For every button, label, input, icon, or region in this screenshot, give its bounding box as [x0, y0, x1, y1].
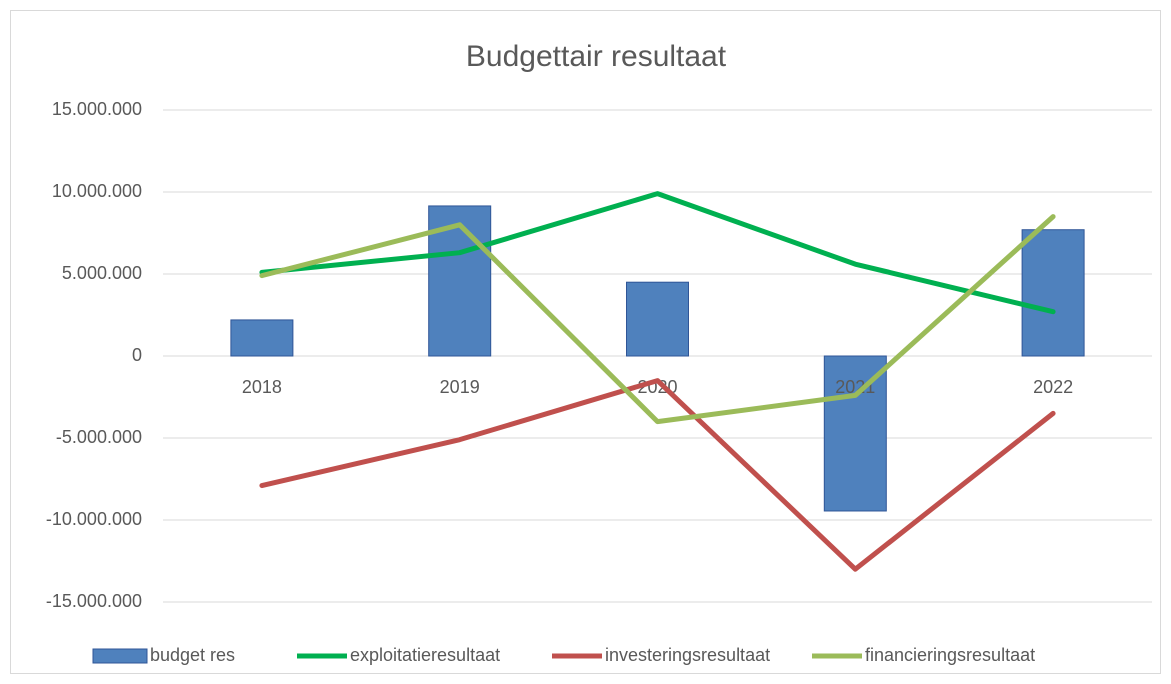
y-tick-label: 10.000.000 [52, 181, 142, 201]
x-tick-label: 2018 [242, 377, 282, 397]
y-tick-label: -10.000.000 [46, 509, 142, 529]
x-tick-label: 2019 [440, 377, 480, 397]
chart-title: Budgettair resultaat [466, 40, 727, 73]
line [259, 191, 1056, 315]
legend-label: budget res [150, 645, 235, 665]
x-tick-label: 2022 [1033, 377, 1073, 397]
legend-label: exploitatieresultaat [350, 645, 500, 665]
y-tick-label: -5.000.000 [56, 427, 142, 447]
y-tick-label: 0 [132, 345, 142, 365]
bar [1021, 229, 1085, 357]
chart-border [10, 10, 1161, 674]
line [259, 214, 1056, 425]
y-tick-label: -15.000.000 [46, 591, 142, 611]
bar [230, 319, 294, 357]
legend-label: investeringsresultaat [605, 645, 770, 665]
legend-label: financieringsresultaat [865, 645, 1035, 665]
bar [626, 281, 689, 357]
y-tick-label: 5.000.000 [62, 263, 142, 283]
x-tick-label: 2021 [835, 377, 875, 397]
y-tick-label: 15.000.000 [52, 99, 142, 119]
line [259, 378, 1056, 572]
bar [823, 355, 887, 512]
legend-swatch [92, 648, 148, 664]
